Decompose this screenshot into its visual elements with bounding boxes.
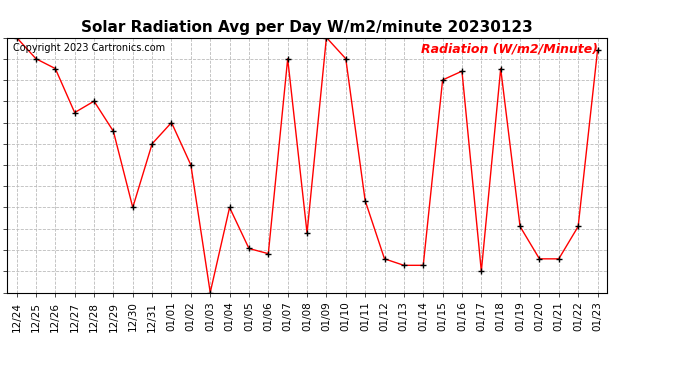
Text: Copyright 2023 Cartronics.com: Copyright 2023 Cartronics.com [13,43,165,52]
Text: Radiation (W/m2/Minute): Radiation (W/m2/Minute) [421,43,598,56]
Title: Solar Radiation Avg per Day W/m2/minute 20230123: Solar Radiation Avg per Day W/m2/minute … [81,20,533,35]
